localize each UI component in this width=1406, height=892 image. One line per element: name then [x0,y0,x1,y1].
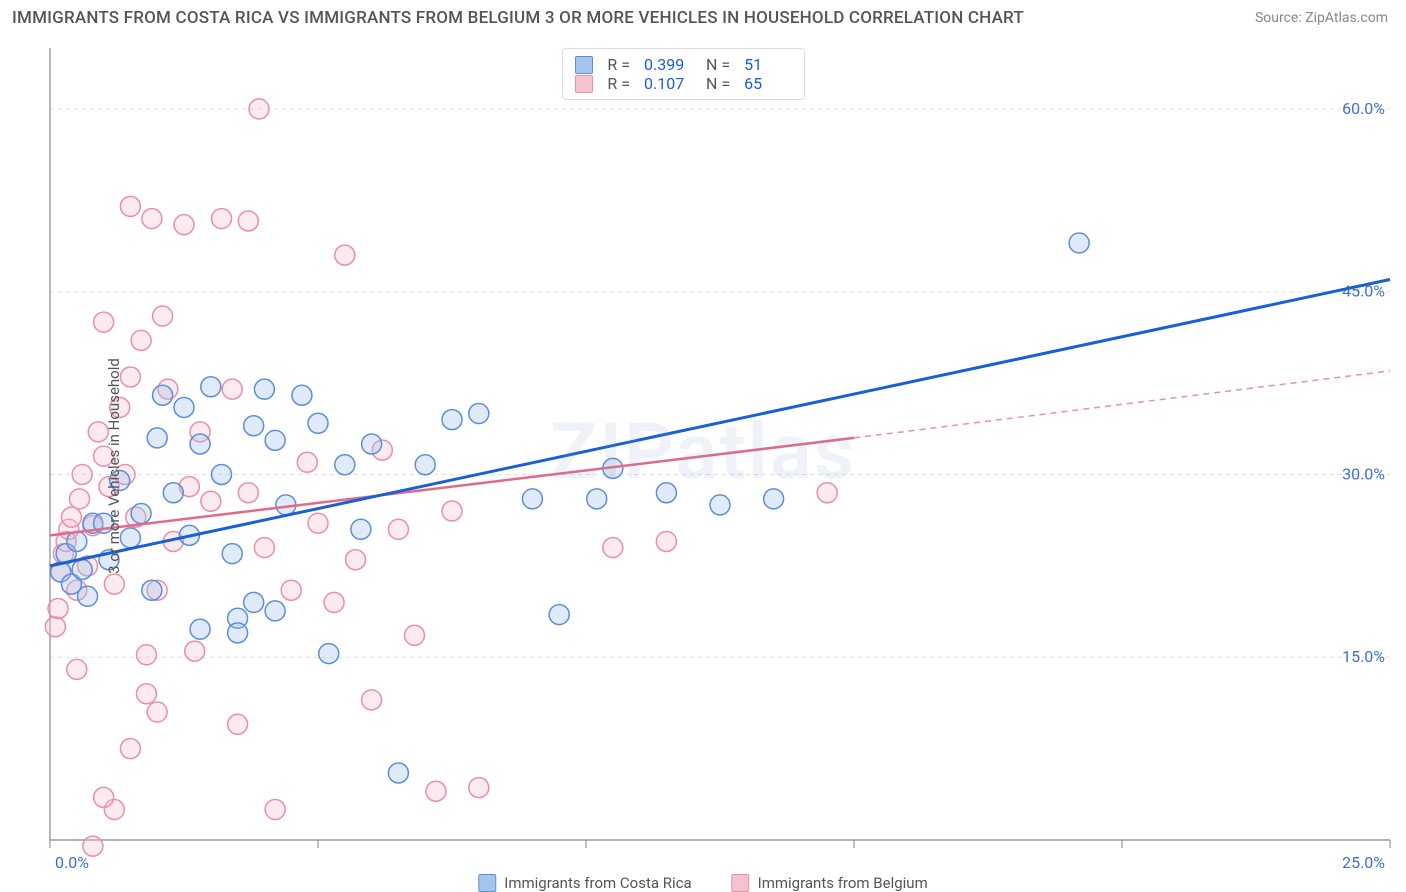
source-value: ZipAtlas.com [1305,10,1388,26]
n-value-belgium: 65 [744,74,792,93]
scatter-chart: 15.0%30.0%45.0%60.0%0.0%25.0% [0,40,1406,892]
svg-text:60.0%: 60.0% [1342,99,1385,118]
stat-row-belgium: R = 0.107 N = 65 [575,74,792,93]
stat-row-costa-rica: R = 0.399 N = 51 [575,55,792,74]
n-label: N = [706,55,730,74]
r-label: R = [607,55,630,74]
svg-text:30.0%: 30.0% [1342,464,1385,483]
chart-container: 3 or more Vehicles in Household ZIPatlas… [0,40,1406,892]
r-label: R = [607,74,630,93]
chart-title: IMMIGRANTS FROM COSTA RICA VS IMMIGRANTS… [12,8,1024,28]
svg-text:0.0%: 0.0% [55,853,89,872]
bottom-legend: Immigrants from Costa Rica Immigrants fr… [478,874,927,892]
swatch-belgium-icon [575,75,593,93]
legend-swatch-costa-rica-icon [478,874,496,892]
legend-swatch-belgium-icon [732,874,750,892]
correlation-stat-box: R = 0.399 N = 51 R = 0.107 N = 65 [562,48,805,100]
svg-text:15.0%: 15.0% [1342,647,1385,666]
n-value-costa-rica: 51 [744,55,792,74]
source-label: Source: [1255,10,1302,26]
legend-item-belgium: Immigrants from Belgium [732,874,928,892]
n-label: N = [706,74,730,93]
swatch-costa-rica-icon [575,56,593,74]
svg-text:25.0%: 25.0% [1342,853,1385,872]
legend-label-belgium: Immigrants from Belgium [758,874,928,892]
legend-item-costa-rica: Immigrants from Costa Rica [478,874,691,892]
r-value-costa-rica: 0.399 [644,55,692,74]
y-axis-label: 3 or more Vehicles in Household [105,358,123,574]
source-attribution: Source: ZipAtlas.com [1255,10,1388,26]
r-value-belgium: 0.107 [644,74,692,93]
legend-label-costa-rica: Immigrants from Costa Rica [504,874,691,892]
